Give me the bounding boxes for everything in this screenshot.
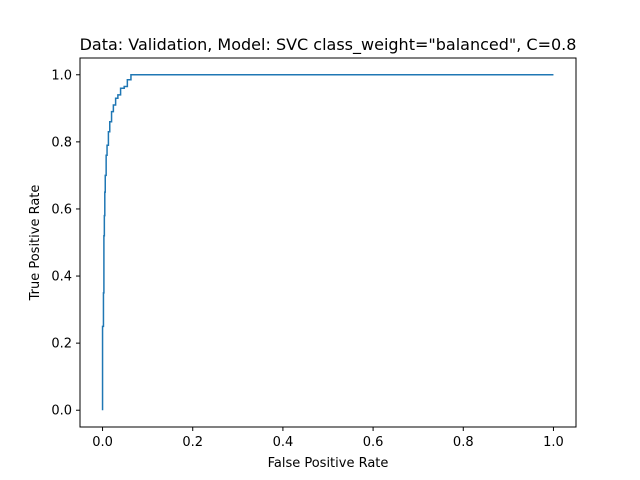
y-tick-label: 0.4 — [51, 270, 72, 285]
x-tick-label: 0.6 — [363, 435, 384, 450]
y-axis-label: True Positive Rate — [28, 185, 43, 302]
y-tick-label: 0.6 — [51, 202, 72, 217]
x-tick-label: 0.0 — [92, 435, 113, 450]
series-layer — [101, 74, 554, 411]
roc-curve-line — [101, 74, 554, 411]
x-axis-ticks: 0.0 0.2 0.4 0.6 0.8 1.0 — [92, 427, 564, 450]
x-tick-label: 0.2 — [182, 435, 203, 450]
y-tick-label: 0.0 — [51, 404, 72, 419]
y-tick-label: 0.8 — [51, 135, 72, 150]
y-axis-ticks: 0.0 0.2 0.4 0.6 0.8 1.0 — [51, 68, 80, 419]
x-axis-label: False Positive Rate — [268, 456, 389, 471]
chart-title: Data: Validation, Model: SVC class_weigh… — [80, 35, 577, 55]
x-tick-label: 0.4 — [273, 435, 294, 450]
x-tick-label: 1.0 — [543, 435, 564, 450]
plot-area-frame — [79, 57, 577, 428]
x-tick-label: 0.8 — [453, 435, 474, 450]
y-tick-label: 0.2 — [51, 337, 72, 352]
y-tick-label: 1.0 — [51, 68, 72, 83]
